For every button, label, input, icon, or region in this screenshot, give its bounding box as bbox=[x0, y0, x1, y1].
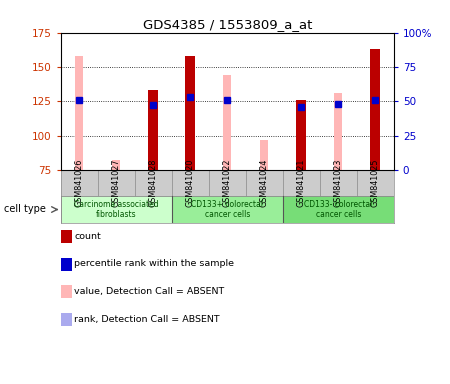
Text: GSM841020: GSM841020 bbox=[186, 159, 195, 207]
Text: GSM841023: GSM841023 bbox=[334, 159, 343, 207]
Bar bbox=[370, 49, 380, 170]
Text: value, Detection Call = ABSENT: value, Detection Call = ABSENT bbox=[74, 287, 225, 296]
Bar bbox=[61, 196, 172, 223]
Bar bbox=[223, 75, 231, 170]
Text: cell type: cell type bbox=[4, 204, 46, 214]
Bar bbox=[260, 140, 268, 170]
Bar bbox=[334, 93, 342, 170]
Text: GSM841021: GSM841021 bbox=[297, 159, 306, 207]
Text: CD133- colorectal
cancer cells: CD133- colorectal cancer cells bbox=[304, 200, 373, 219]
Text: GSM841026: GSM841026 bbox=[75, 159, 84, 207]
Text: GSM841022: GSM841022 bbox=[223, 159, 232, 207]
Text: percentile rank within the sample: percentile rank within the sample bbox=[74, 259, 234, 268]
Text: GSM841028: GSM841028 bbox=[149, 159, 158, 207]
Bar bbox=[148, 90, 158, 170]
Text: rank, Detection Call = ABSENT: rank, Detection Call = ABSENT bbox=[74, 314, 220, 324]
Bar bbox=[112, 160, 120, 170]
Text: CD133+ colorectal
cancer cells: CD133+ colorectal cancer cells bbox=[191, 200, 263, 219]
Text: GSM841025: GSM841025 bbox=[371, 159, 380, 207]
Text: GSM841024: GSM841024 bbox=[260, 159, 269, 207]
Bar bbox=[296, 100, 306, 170]
Bar bbox=[185, 56, 195, 170]
Text: Carcinoma associated
fibroblasts: Carcinoma associated fibroblasts bbox=[74, 200, 158, 219]
Title: GDS4385 / 1553809_a_at: GDS4385 / 1553809_a_at bbox=[143, 18, 312, 31]
Text: GSM841027: GSM841027 bbox=[112, 159, 121, 207]
Bar bbox=[283, 196, 394, 223]
Text: count: count bbox=[74, 232, 101, 241]
Bar bbox=[172, 196, 283, 223]
Bar bbox=[75, 56, 83, 170]
